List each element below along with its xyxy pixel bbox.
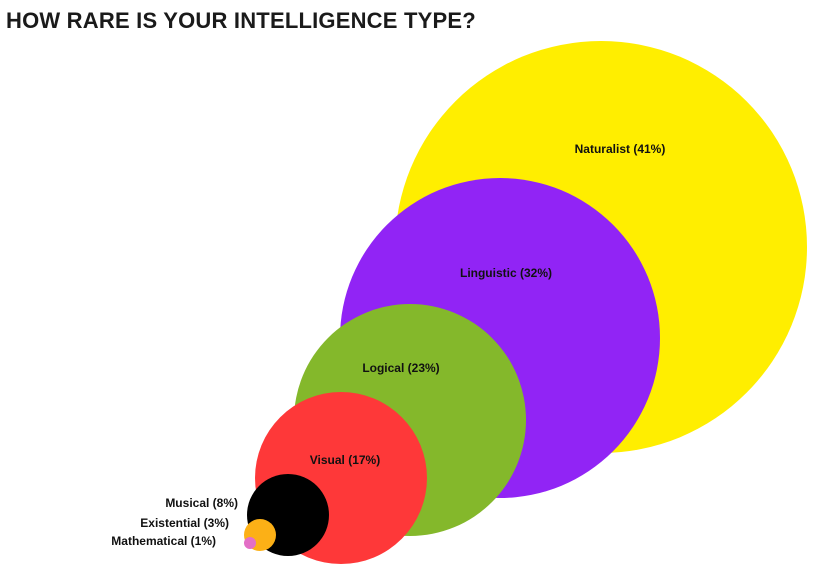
bubble-label-existential: Existential (3%) [140,516,229,530]
bubble-label-logical: Logical (23%) [362,361,439,375]
bubble-label-musical: Musical (8%) [165,496,238,510]
bubble-label-linguistic: Linguistic (32%) [460,266,552,280]
bubble-label-naturalist: Naturalist (41%) [575,142,666,156]
bubble-label-visual: Visual (17%) [310,453,380,467]
bubble-labels: Naturalist (41%) Linguistic (32%) Logical … [111,142,665,548]
bubbles [244,41,807,564]
chart-title: HOW RARE IS YOUR INTELLIGENCE TYPE? [6,8,476,33]
bubble-mathematical [244,537,256,549]
bubble-label-mathematical: Mathematical (1%) [111,534,216,548]
